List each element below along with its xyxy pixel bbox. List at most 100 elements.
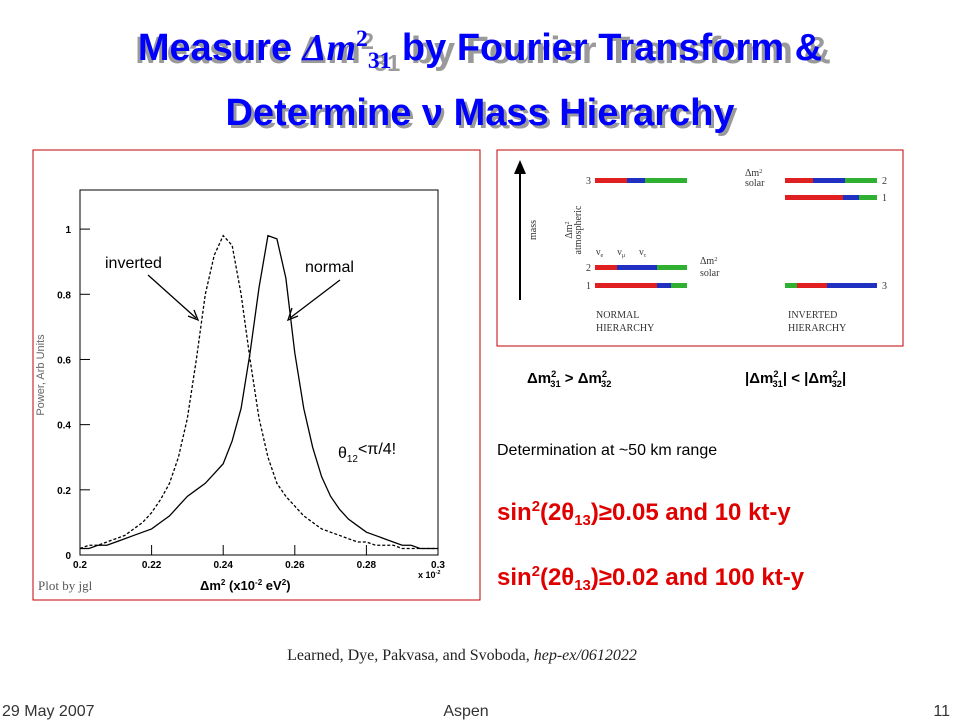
title-line1: Measure Δm231 by Fourier Transform &: [138, 26, 822, 74]
multiplier-part: -2: [436, 570, 441, 576]
citation-text: Learned, Dye, Pakvasa, and Svoboda,: [287, 647, 534, 664]
level-seg: [785, 283, 797, 288]
diag-text: solar: [745, 178, 765, 189]
level-seg: [843, 195, 859, 200]
inverted-levels: [785, 178, 877, 288]
level: 2: [882, 176, 887, 187]
diag-text: τ: [644, 252, 647, 259]
level-seg: [595, 283, 657, 288]
rel-text: Δm: [527, 370, 551, 387]
level: 1: [882, 193, 887, 204]
diag-text: solar: [700, 268, 720, 279]
rel-text: | < |Δm: [783, 370, 833, 387]
diag-text: atmospheric: [573, 205, 584, 254]
level-seg: [627, 178, 645, 183]
diag-text: 2: [564, 221, 571, 224]
rel-text: 2: [551, 369, 556, 379]
solar-label: Δm2 solar: [745, 168, 765, 189]
diag-text: HIERARCHY: [788, 323, 846, 334]
rel-text: 2: [602, 369, 607, 379]
level: 2: [586, 263, 591, 274]
x-label-part: 2: [282, 578, 287, 587]
rel-text: 31: [773, 379, 783, 389]
condition-2: sin2(2θ13)≥0.02 and 100 kt-y: [497, 564, 805, 594]
mass-label: mass: [528, 220, 539, 240]
cond-text: (2θ: [540, 564, 574, 591]
normal-levels: [595, 178, 687, 288]
level-seg: [827, 283, 877, 288]
level-seg: [595, 265, 617, 270]
plot: 0.2 0.22 0.24 0.26 0.28 0.300.20.40.60.81: [57, 189, 445, 571]
y-tick-label: 0.2: [57, 486, 71, 497]
inverted-label: INVERTED HIERARCHY: [788, 310, 846, 334]
x-multiplier: x 10-2: [418, 570, 441, 580]
x-label-part: eV: [262, 578, 282, 593]
theta-note: θ12<π/4!: [338, 441, 396, 465]
citation-text: hep-ex/0612022: [534, 647, 637, 664]
level-seg: [797, 283, 827, 288]
arrow-head: [187, 309, 200, 322]
x-tick-label: 0.2: [73, 560, 87, 571]
note-sub: 12: [347, 454, 359, 465]
title-sub: 31: [368, 48, 392, 74]
level: 3: [882, 281, 887, 292]
arrow: [289, 279, 341, 319]
relation-normal: Δm2 31 > Δm2 32: [527, 369, 611, 389]
diag-text: Δm: [745, 168, 759, 179]
level-seg: [657, 265, 687, 270]
y-tick-label: 0.8: [57, 290, 71, 301]
x-label-part: -2: [255, 578, 263, 587]
title-sup: 2: [356, 26, 368, 52]
y-tick-label: 0.6: [57, 355, 71, 366]
cond-text: 13: [574, 513, 591, 529]
level-seg: [859, 195, 877, 200]
diag-text: ν: [596, 247, 601, 258]
diag-text: HIERARCHY: [596, 323, 654, 334]
title-text: by Fourier Transform &: [391, 27, 822, 69]
diag-text: INVERTED: [788, 310, 837, 321]
rel-text: |Δm: [745, 370, 773, 387]
diag-text: μ: [622, 252, 626, 259]
cond-text: (2θ: [540, 499, 574, 526]
multiplier-part: x 10: [418, 570, 436, 580]
x-tick-label: 0.22: [142, 560, 162, 571]
cond-text: sin: [497, 499, 532, 526]
title-shadow: Measure Δm231 by Fourier Transform &: [135, 28, 831, 76]
series-line: [79, 234, 438, 550]
diag-text: ν: [639, 247, 644, 258]
relation-inverted: |Δm2 31| < |Δm2 32|: [745, 369, 846, 389]
rel-text: 2: [832, 369, 837, 379]
atm-label: Δm2 atmospheric: [564, 205, 584, 254]
axes-frame: [79, 189, 439, 556]
x-label-part: 2: [221, 578, 226, 587]
footer-page: 11: [933, 703, 950, 720]
x-tick-label: 0.24: [213, 560, 233, 571]
condition-1: sin2(2θ13)≥0.05 and 10 kt-y: [497, 499, 791, 529]
level-seg: [845, 178, 877, 183]
normal-label: NORMAL HIERARCHY: [596, 310, 654, 334]
citation: Learned, Dye, Pakvasa, and Svoboda, hep-…: [287, 647, 637, 664]
credit: Plot by jgl: [38, 578, 93, 593]
series-line: [80, 234, 438, 550]
note-text: <π/4!: [358, 441, 396, 458]
footer-date: 29 May 2007: [2, 703, 95, 720]
diag-text: 2: [714, 256, 717, 263]
rel-text: 31: [550, 379, 560, 389]
title: Measure Δm231 by Fourier Transform & Mea…: [135, 26, 831, 137]
solar-label: Δm2 solar: [700, 256, 720, 279]
y-tick-label: 0: [65, 551, 71, 562]
diag-text: Δm: [700, 256, 714, 267]
diag-text: NORMAL: [596, 310, 639, 321]
x-tick-label: 0.28: [357, 560, 377, 571]
cond-text: )≥0.05 and 10 kt-y: [591, 499, 792, 526]
plot-frame: [32, 149, 481, 601]
x-label-part: ): [286, 578, 290, 593]
x-tick-label: 0.3: [431, 560, 445, 571]
x-tick-label: 0.26: [285, 560, 305, 571]
level-seg: [785, 195, 843, 200]
level-seg: [645, 178, 687, 183]
cond-text: 13: [574, 578, 591, 594]
diag-text: 2: [759, 168, 762, 175]
level: 1: [586, 281, 591, 292]
annotation-arrows: [147, 274, 341, 322]
